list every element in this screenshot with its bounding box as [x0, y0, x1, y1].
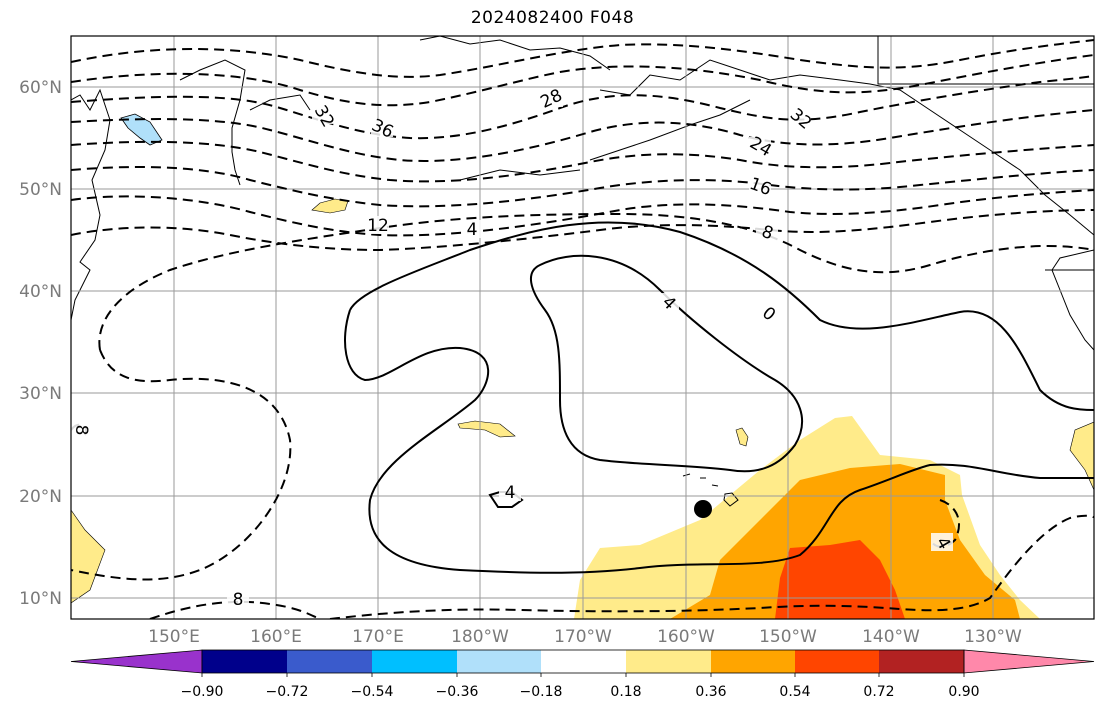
lon-tick-label: 150°W: [759, 627, 817, 647]
contour-label-bg: [757, 304, 779, 322]
colorbar-segment: [457, 650, 541, 673]
lon-tick-label: 160°E: [250, 627, 302, 647]
contour-label-bg: [749, 177, 771, 195]
contour-label-bg: [461, 220, 483, 238]
colorbar-segment: [795, 650, 879, 673]
colorbar-extend-high: [963, 649, 1095, 674]
anomaly-fill-0.54: [775, 540, 905, 619]
contour-label: 4: [505, 483, 516, 503]
contour-label-bg: [367, 216, 389, 234]
colorbar-extend-low: [70, 649, 203, 674]
anomaly-fill-0.36: [670, 464, 1020, 619]
contour-label-bg: [756, 223, 778, 241]
anomaly-fill-west: [71, 509, 106, 604]
gridlines: [71, 36, 1094, 619]
colorbar-segment: [287, 650, 372, 673]
lat-tick-label: 60°N: [19, 78, 62, 98]
plot-title: 2024082400 F048: [470, 8, 635, 28]
lon-tick-label: 130°W: [964, 627, 1022, 647]
contour-label: 4: [467, 220, 478, 240]
contour-label-bg: [227, 590, 249, 608]
lon-tick-label: 150°E: [148, 627, 200, 647]
contour-label-bg: [789, 109, 811, 127]
contour-label: 8: [233, 590, 244, 610]
colorbar-tick-label: 0.54: [779, 684, 810, 700]
lon-tick-label: 140°W: [862, 627, 920, 647]
latitude-labels: 60°N 50°N 40°N 30°N 20°N 10°N: [19, 78, 62, 609]
colorbar-segment: [626, 650, 711, 673]
contour-label-bg: [499, 483, 521, 501]
colorbar-labels: −0.90 −0.72 −0.54 −0.36 −0.18 0.18 0.36 0.54 0.7…: [181, 673, 980, 700]
anomaly-fill-small-2: [735, 427, 749, 447]
lon-tick-label: 170°W: [554, 627, 612, 647]
colorbar-tick-label: −0.90: [181, 684, 224, 700]
colorbar-tick-label: −0.18: [520, 684, 563, 700]
longitude-labels: 150°E 160°E 170°E 180°W 170°W 160°W 150°W 140°W…: [148, 627, 1022, 647]
lat-tick-label: 50°N: [19, 180, 62, 200]
contour-label-bg: [71, 419, 91, 437]
colorbar-frame: [201, 649, 965, 674]
storm-position-marker: [694, 500, 712, 518]
lon-tick-label: 170°E: [352, 627, 404, 647]
colorbar-tick-label: 0.90: [948, 684, 979, 700]
colorbar-segment: [372, 650, 457, 673]
lat-tick-label: 40°N: [19, 282, 62, 302]
contour-label-bg: [931, 533, 953, 551]
contour-label-bg: [371, 119, 393, 137]
contour-label-bg: [749, 137, 771, 155]
contour-label-bg: [312, 106, 334, 124]
colorbar-segment: [541, 650, 626, 673]
colorbar-tick-label: −0.54: [351, 684, 394, 700]
contour-label-bg: [657, 293, 679, 311]
colorbar-segment: [711, 650, 795, 673]
colorbar: [70, 649, 1095, 674]
contour-label-bg: [541, 89, 563, 107]
colorbar-tick-label: 0.72: [863, 684, 894, 700]
colorbar-tick-label: 0.18: [610, 684, 641, 700]
colorbar-segment: [879, 650, 964, 673]
colorbar-tick-label: 0.36: [695, 684, 726, 700]
lat-tick-label: 20°N: [19, 487, 62, 507]
colorbar-segment: [202, 650, 287, 673]
lon-tick-label: 160°W: [657, 627, 715, 647]
anomaly-fill-small-1: [457, 420, 516, 438]
contour-label: 12: [367, 216, 389, 236]
map-frame: [70, 35, 1095, 620]
lat-tick-label: 30°N: [19, 384, 62, 404]
lon-tick-label: 180°W: [451, 627, 509, 647]
colorbar-tick-label: −0.36: [436, 684, 479, 700]
anomaly-fill-east: [1069, 421, 1094, 491]
colorbar-tick-label: −0.72: [266, 684, 309, 700]
contour-label: 8: [71, 425, 91, 436]
lat-tick-label: 10°N: [19, 589, 62, 609]
